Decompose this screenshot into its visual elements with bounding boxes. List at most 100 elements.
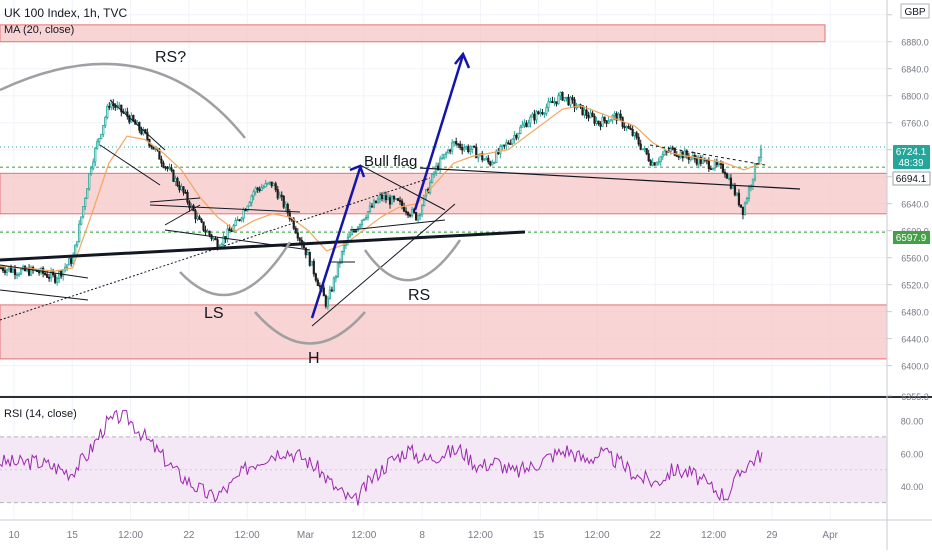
candle-body — [537, 111, 540, 115]
candle-body — [184, 191, 187, 194]
candle-body — [120, 104, 123, 113]
candles[interactable] — [0, 91, 763, 310]
candle-body — [128, 115, 131, 123]
time-tick-label: 12:00 — [235, 530, 260, 541]
small-wedge-line-2[interactable] — [164, 204, 201, 226]
candle-body — [533, 113, 536, 121]
candle-body — [296, 232, 299, 239]
candle-body — [242, 209, 245, 219]
candle-body — [13, 269, 17, 276]
candle-body — [398, 200, 402, 202]
rsi-axis[interactable]: 80.00 60.00 40.00 — [901, 416, 924, 492]
candle-body — [310, 260, 313, 266]
candle-body — [224, 236, 227, 240]
candle-body — [50, 271, 53, 279]
flag-top-line[interactable] — [149, 204, 301, 213]
price-axis[interactable]: 6920.06880.06840.06800.06760.06720.06680… — [887, 11, 929, 402]
candle-body — [358, 224, 362, 228]
labels: UK 100 Index, 1h, TVC MA (20, close) RSI… — [4, 6, 430, 420]
flag-upper-line[interactable] — [109, 99, 166, 151]
candle-body — [595, 120, 598, 124]
candle-body — [545, 107, 548, 114]
candle-body — [396, 198, 400, 201]
candle-body — [38, 271, 41, 274]
head-arc[interactable] — [254, 311, 366, 345]
candle-body — [575, 106, 578, 109]
candle-body — [485, 157, 488, 160]
arrow-1-head[interactable] — [349, 164, 366, 178]
time-axis[interactable]: 10 15 12:00 22 12:00 Mar 12:00 8 12:00 15 12:00 22 1… — [8, 530, 838, 541]
candle-body — [322, 287, 325, 297]
time-tick-label: 12:00 — [701, 530, 726, 541]
candle-body — [707, 160, 710, 169]
candle-body — [406, 211, 410, 216]
candle-body — [208, 230, 211, 236]
candle-body — [106, 105, 109, 118]
candle-body — [164, 166, 167, 169]
candle-body — [503, 144, 506, 147]
candle-body — [162, 162, 165, 168]
candle-body — [54, 274, 57, 283]
candle-body — [657, 161, 660, 164]
candle-body — [160, 158, 163, 164]
candle-body — [711, 167, 714, 170]
rs-question-arc[interactable] — [0, 62, 246, 139]
candle-body — [58, 270, 61, 279]
bull-flag-upper[interactable] — [359, 164, 446, 211]
candle-body — [445, 152, 448, 155]
rsi-label: RSI (14, close) — [4, 408, 77, 420]
rising-wedge-support[interactable] — [311, 203, 456, 327]
candle-body — [334, 276, 337, 279]
candle-body — [17, 273, 21, 276]
candle-body — [601, 116, 604, 127]
flag-lower-line[interactable] — [99, 144, 161, 186]
dotted-support-trendline[interactable] — [0, 177, 431, 321]
candle-body — [196, 216, 199, 220]
candle-body — [433, 172, 436, 175]
candle-body — [62, 269, 65, 277]
candle-body — [651, 162, 654, 166]
price-tick-label: 6400.0 — [901, 362, 929, 372]
candle-body — [266, 182, 269, 185]
ma-label: MA (20, close) — [4, 24, 74, 36]
candle-body — [5, 269, 9, 273]
candle-body — [731, 185, 735, 189]
bull-flag-lower[interactable] — [349, 219, 446, 231]
symbol-title: UK 100 Index, 1h, TVC — [4, 6, 128, 20]
small-wedge-line[interactable] — [149, 197, 201, 203]
candle-body — [463, 147, 466, 151]
arrow-2-line[interactable] — [413, 54, 465, 211]
neckline-trendline[interactable] — [0, 230, 526, 262]
descending-trendline[interactable] — [419, 167, 801, 190]
candle-body — [421, 205, 424, 215]
candle-body — [400, 200, 404, 207]
ls-arc[interactable] — [179, 241, 292, 297]
price-badges: GBP 6724.1 48:39 6694.1 6597.9 — [892, 3, 931, 244]
candle-body — [362, 218, 366, 221]
candle-body — [689, 157, 692, 160]
candle-body — [467, 146, 470, 152]
candle-body — [453, 141, 456, 144]
drawings[interactable] — [0, 51, 801, 345]
candle-body — [198, 216, 201, 220]
rsi-tick-label: 40.00 — [901, 482, 924, 492]
candle-body — [328, 289, 331, 300]
left-flag-upper[interactable] — [0, 264, 89, 279]
left-flag-lower[interactable] — [0, 289, 89, 301]
price-zone — [0, 304, 888, 360]
candle-body — [671, 147, 674, 150]
rsi-pane — [0, 409, 887, 506]
candle-body — [541, 112, 544, 115]
dashed-triangle-line[interactable] — [649, 144, 766, 166]
candle-body — [633, 132, 636, 136]
time-tick-label: 22 — [650, 530, 662, 541]
rs-arc[interactable] — [363, 239, 462, 282]
candle-body — [260, 187, 263, 191]
candle-body — [294, 227, 297, 234]
arrow-1-line[interactable] — [310, 167, 362, 319]
candle-body — [132, 115, 135, 122]
currency-badge: GBP — [904, 7, 925, 18]
candle-body — [717, 163, 720, 166]
candle-body — [695, 158, 698, 165]
arrow-2-head[interactable] — [454, 51, 471, 69]
